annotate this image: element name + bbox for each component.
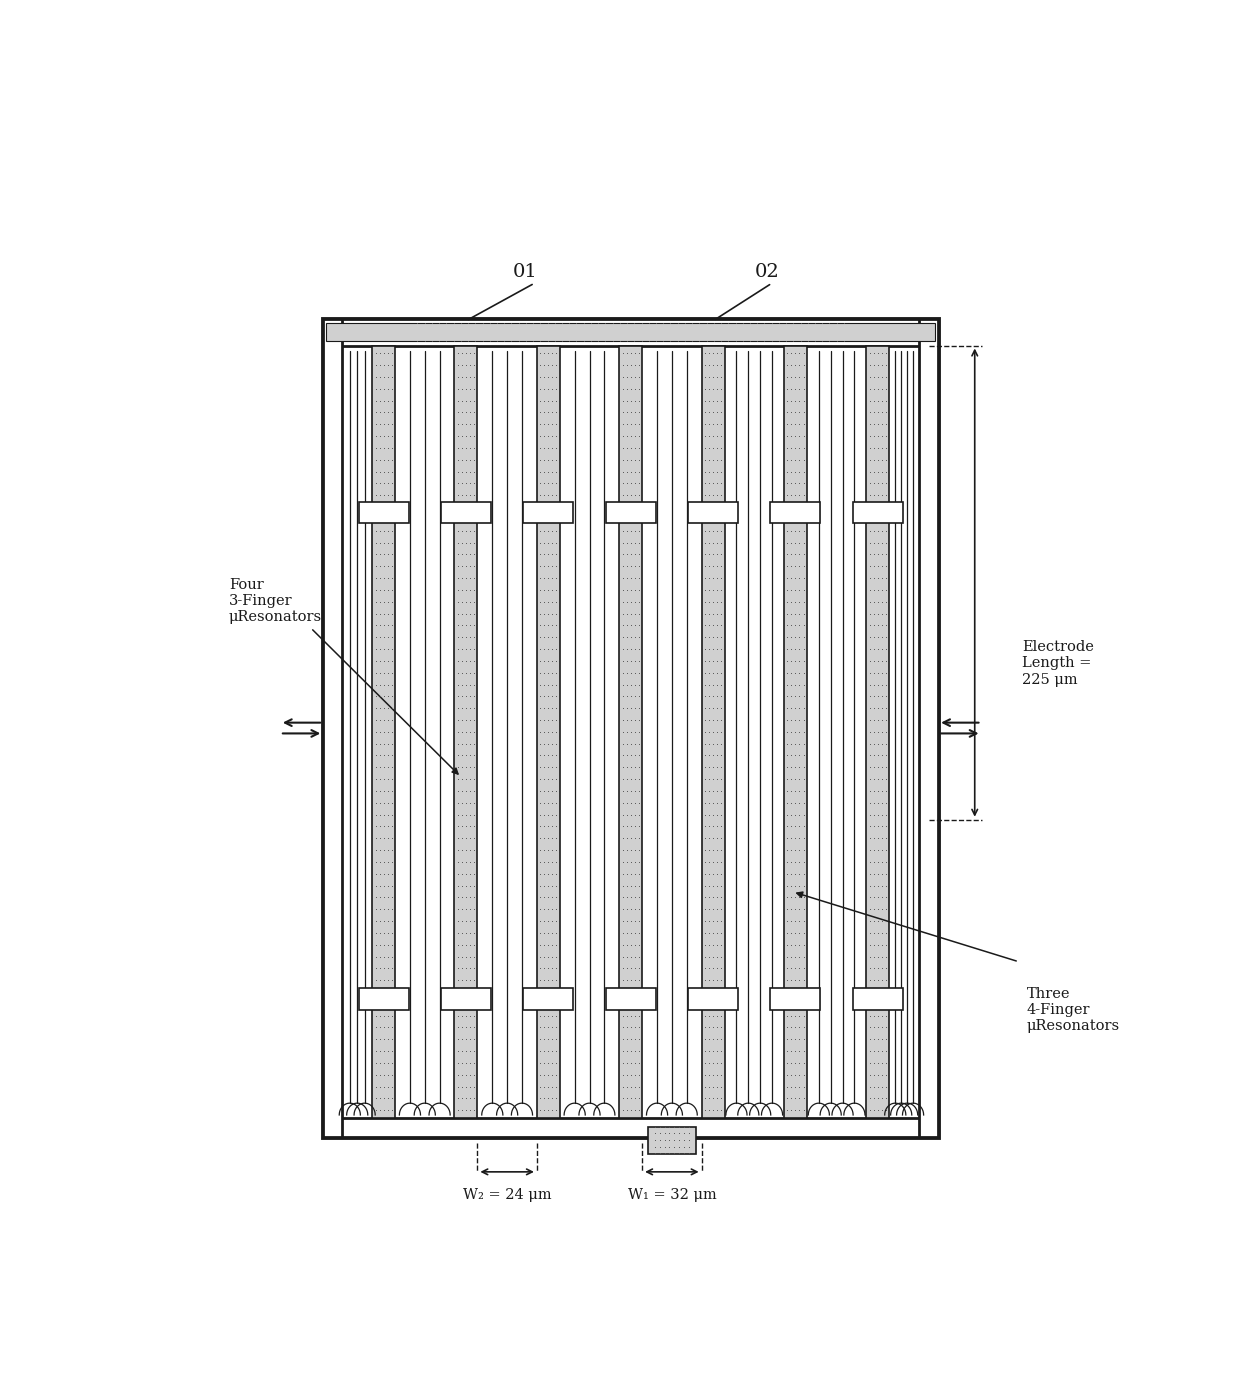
Bar xyxy=(702,346,724,1118)
Bar xyxy=(324,1118,939,1137)
Bar xyxy=(867,346,889,1118)
Bar xyxy=(324,319,939,1137)
Bar xyxy=(372,346,396,1118)
Bar xyxy=(358,502,408,523)
Bar xyxy=(523,988,573,1010)
Text: 01: 01 xyxy=(512,263,537,281)
Text: Three
4-Finger
μResonators: Three 4-Finger μResonators xyxy=(1027,988,1120,1034)
Bar xyxy=(523,502,573,523)
Bar xyxy=(358,988,408,1010)
Bar xyxy=(770,502,821,523)
Bar xyxy=(605,988,656,1010)
Bar xyxy=(454,346,477,1118)
Bar xyxy=(324,319,939,346)
Bar xyxy=(326,323,935,341)
Bar xyxy=(853,988,903,1010)
Text: W₁ = 32 μm: W₁ = 32 μm xyxy=(627,1188,717,1202)
Bar xyxy=(853,502,903,523)
Bar xyxy=(688,502,738,523)
Bar xyxy=(324,319,342,1137)
Text: Four
3-Finger
μResonators: Four 3-Finger μResonators xyxy=(229,578,322,624)
Bar xyxy=(688,988,738,1010)
Bar xyxy=(770,988,821,1010)
Bar xyxy=(441,502,491,523)
Bar xyxy=(784,346,807,1118)
Bar xyxy=(619,346,642,1118)
Bar xyxy=(647,1126,696,1154)
Text: 02: 02 xyxy=(755,263,780,281)
Bar xyxy=(537,346,559,1118)
Text: W₂ = 24 μm: W₂ = 24 μm xyxy=(463,1188,552,1202)
Bar xyxy=(605,502,656,523)
Bar xyxy=(441,988,491,1010)
Bar xyxy=(919,319,939,1137)
Text: Electrode
Length =
225 μm: Electrode Length = 225 μm xyxy=(1022,641,1094,687)
